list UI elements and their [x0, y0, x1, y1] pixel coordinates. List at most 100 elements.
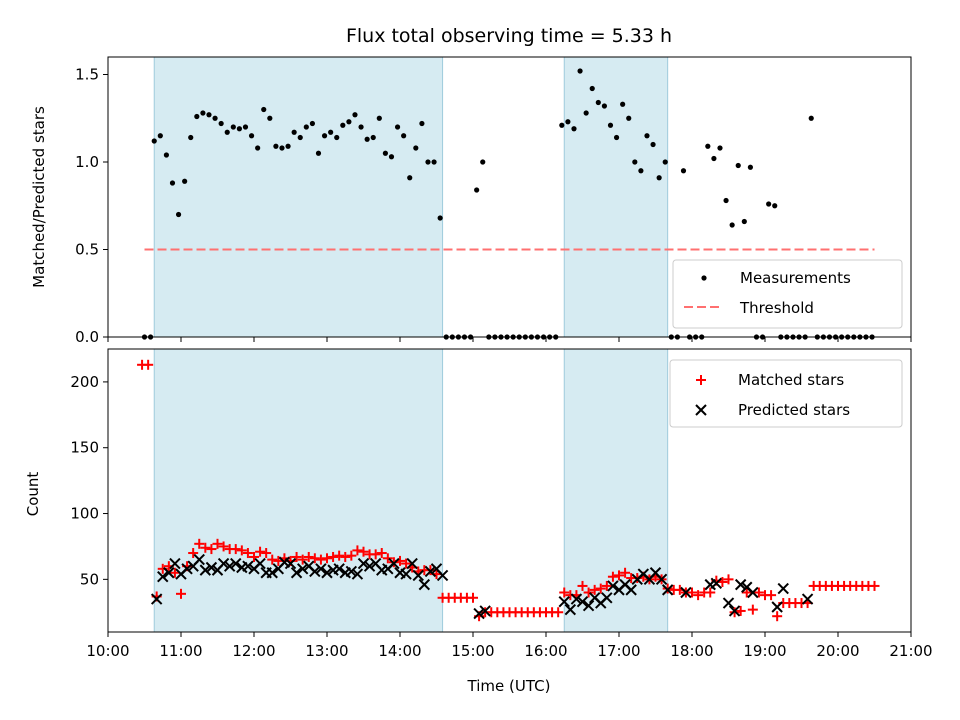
predicted-star-point	[607, 580, 619, 592]
measurement-point	[261, 106, 267, 113]
matched-star-point	[328, 551, 339, 562]
measurement-point	[401, 133, 407, 139]
measurement-point	[212, 115, 218, 121]
matched-star-point	[249, 551, 259, 562]
predicted-star-point	[163, 567, 175, 579]
legend-label-measurements: Measurements	[740, 269, 851, 287]
measurement-point	[218, 120, 224, 127]
predicted-star-point	[321, 567, 333, 579]
measurement-point	[620, 101, 626, 107]
measurement-point	[255, 145, 261, 151]
matched-star-point	[693, 590, 704, 601]
matched-star-point	[303, 551, 314, 562]
predicted-star-point	[734, 578, 747, 591]
x-tick-label: 21:00	[889, 642, 932, 660]
measurement-point	[638, 168, 644, 174]
shaded-interval	[563, 56, 669, 338]
y-tick-label: 1.5	[75, 66, 99, 84]
measurement-point	[705, 143, 711, 149]
measurement-point	[711, 155, 717, 162]
matched-star-point	[230, 544, 241, 555]
matched-star-point	[346, 550, 357, 561]
measurement-point	[200, 110, 206, 116]
predicted-star-point	[309, 565, 321, 578]
matched-star-point	[717, 576, 728, 587]
matched-star-point	[766, 590, 777, 601]
predicted-star-point	[169, 557, 181, 570]
predicted-star-point	[601, 592, 613, 604]
shaded-interval	[153, 348, 444, 633]
measurement-point	[376, 115, 382, 121]
predicted-star-point	[558, 596, 570, 608]
measurement-point	[437, 215, 443, 221]
matched-star-point	[583, 587, 594, 598]
measurement-point	[224, 129, 230, 135]
measurement-point	[559, 122, 565, 128]
measurement-point	[370, 134, 376, 141]
measurement-point	[388, 154, 395, 160]
matched-star-point	[315, 554, 326, 565]
shaded-interval	[563, 348, 669, 633]
matched-star-point	[206, 544, 217, 555]
x-tick-label: 15:00	[451, 642, 494, 660]
predicted-star-point	[254, 557, 266, 570]
predicted-star-point	[205, 561, 218, 574]
measurement-point	[273, 143, 279, 149]
measurement-point	[328, 129, 334, 135]
measurement-point	[583, 110, 589, 116]
matched-star-point	[236, 545, 247, 556]
bottom-data-marks	[137, 359, 880, 622]
measurement-point	[358, 124, 364, 130]
predicted-star-point	[473, 607, 485, 620]
predicted-star-point	[357, 557, 370, 570]
matched-star-point	[595, 583, 606, 594]
top-shaded-intervals	[153, 56, 669, 338]
predicted-star-point	[424, 565, 437, 578]
predicted-star-point	[150, 593, 163, 605]
measurement-point	[607, 122, 614, 128]
bottom-y-axis-label: Count	[24, 472, 42, 517]
measurement-point	[431, 159, 437, 165]
predicted-star-point	[223, 560, 236, 572]
matched-star-point	[601, 580, 612, 591]
bottom-axes: 50 100 150 200 10:00 11:00 12:00 13:00 14:00 15:0…	[24, 348, 933, 695]
predicted-star-point	[266, 567, 278, 579]
measurement-point	[680, 168, 687, 174]
matched-star-point	[869, 580, 880, 591]
x-tick-label: 14:00	[378, 642, 421, 660]
predicted-star-point	[479, 605, 491, 617]
matched-star-point	[735, 605, 746, 616]
measurement-point	[407, 175, 413, 181]
predicted-star-point	[333, 563, 345, 575]
predicted-star-point	[418, 578, 431, 591]
measurement-point	[175, 211, 182, 218]
predicted-star-point	[193, 553, 205, 566]
matched-star-point	[255, 546, 266, 557]
matched-star-point	[291, 551, 302, 562]
predicted-star-point	[771, 601, 783, 613]
predicted-star-point	[181, 563, 193, 575]
top-y-axis-label: Matched/Predicted stars	[30, 106, 48, 288]
measurement-point	[613, 134, 620, 141]
legend-label-matched: Matched stars	[738, 371, 844, 389]
predicted-star-point	[290, 567, 303, 579]
matched-star-point	[553, 607, 564, 618]
predicted-star-point	[400, 568, 412, 580]
measurement-point	[735, 162, 741, 169]
measurement-point	[382, 150, 388, 156]
matched-star-point	[188, 548, 199, 559]
measurement-point	[321, 133, 328, 139]
x-tick-label: 18:00	[670, 642, 713, 660]
legend-x-swatch	[695, 404, 707, 416]
measurement-point	[766, 201, 772, 207]
predicted-star-point	[363, 560, 376, 572]
predicted-star-point	[217, 557, 230, 570]
matched-star-point	[267, 554, 278, 565]
y-tick-label: 0.5	[75, 241, 99, 259]
measurement-point	[480, 159, 486, 165]
predicted-star-point	[388, 557, 400, 570]
matched-star-point	[705, 587, 716, 598]
measurement-point	[419, 120, 425, 127]
predicted-star-point	[345, 565, 358, 578]
measurement-point	[425, 159, 431, 165]
